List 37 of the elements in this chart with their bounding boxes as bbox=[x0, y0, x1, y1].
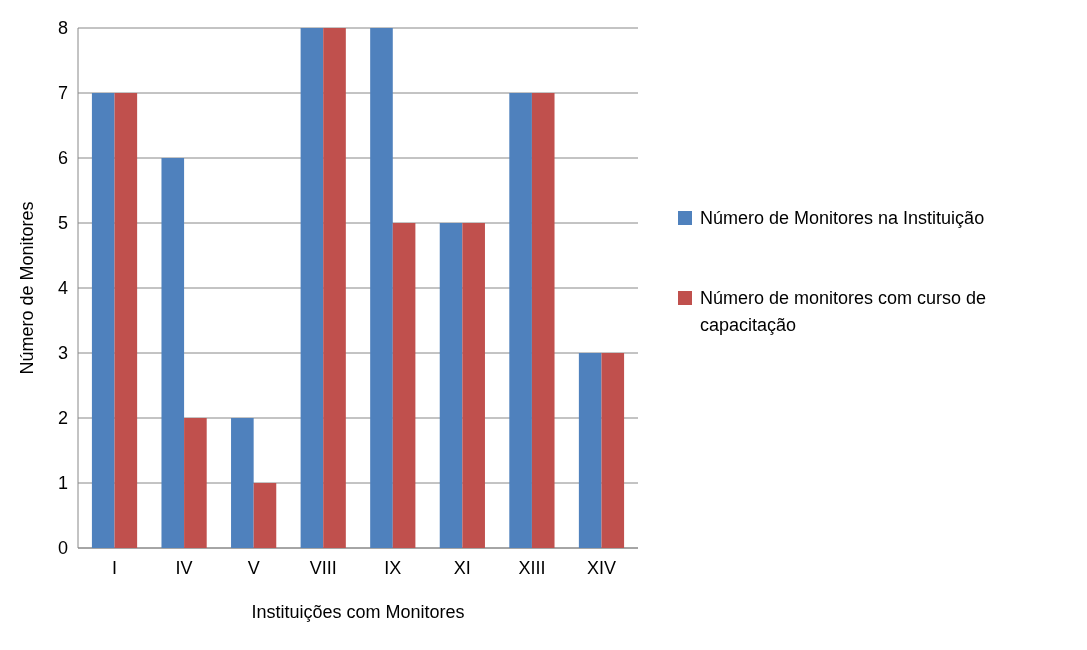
y-tick-label: 1 bbox=[57, 473, 68, 494]
bar bbox=[231, 418, 254, 548]
x-axis-title: Instituições com Monitores bbox=[251, 602, 465, 622]
y-tick-label: 4 bbox=[57, 278, 68, 299]
x-tick-label: IV bbox=[175, 558, 193, 578]
x-tick-label: V bbox=[247, 558, 260, 578]
bar bbox=[392, 223, 416, 548]
x-tick-label: I bbox=[112, 558, 118, 578]
y-axis-title: Número de Monitores bbox=[17, 201, 37, 375]
bar bbox=[91, 93, 115, 548]
bar bbox=[184, 418, 207, 548]
bar bbox=[323, 28, 346, 548]
x-tick-label: VIII bbox=[309, 558, 337, 578]
y-tick-label: 7 bbox=[57, 83, 68, 104]
bar bbox=[439, 223, 463, 548]
bar bbox=[462, 223, 485, 548]
x-tick-label: XIV bbox=[586, 558, 616, 578]
bar bbox=[161, 158, 185, 548]
legend-label: Número de monitores com curso de capacitação bbox=[700, 288, 987, 336]
y-tick-label: 3 bbox=[57, 343, 68, 364]
x-tick-label: XI bbox=[453, 558, 471, 578]
y-tick-label: 2 bbox=[57, 408, 68, 429]
y-tick-label: 0 bbox=[57, 538, 68, 559]
y-tick-label: 5 bbox=[57, 213, 68, 234]
bar bbox=[531, 93, 555, 548]
y-tick-label: 6 bbox=[57, 148, 68, 169]
y-tick-label: 8 bbox=[57, 18, 68, 39]
legend-label: Número de Monitores na Instituição bbox=[700, 208, 985, 229]
bar bbox=[300, 28, 324, 548]
bar bbox=[578, 353, 602, 548]
bar bbox=[601, 353, 625, 548]
x-tick-label: IX bbox=[384, 558, 402, 578]
x-tick-label: XIII bbox=[518, 558, 546, 578]
bar bbox=[509, 93, 532, 548]
bar bbox=[370, 28, 393, 548]
bar bbox=[253, 483, 277, 548]
bar bbox=[114, 93, 138, 548]
